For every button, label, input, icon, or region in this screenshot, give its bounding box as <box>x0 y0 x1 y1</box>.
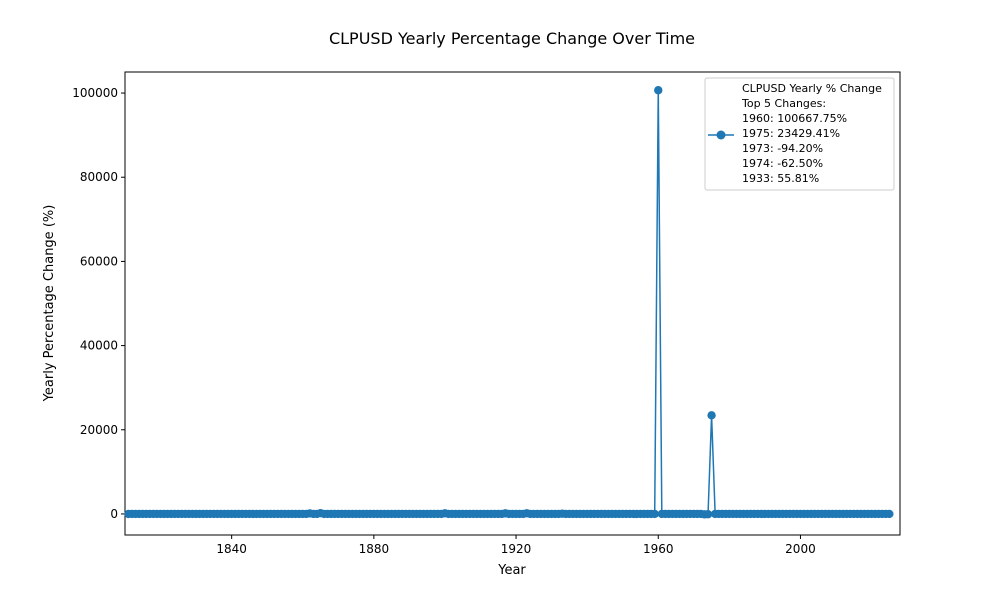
x-axis-label: Year <box>497 563 526 578</box>
y-tick-label: 80000 <box>80 170 118 184</box>
y-axis-label: Yearly Percentage Change (%) <box>42 205 57 403</box>
x-axis: 1840 1880 1920 1960 2000 <box>216 535 816 556</box>
data-point <box>885 509 894 519</box>
legend-box <box>704 77 895 191</box>
y-tick-label: 0 <box>110 507 118 521</box>
plot-area: 1840 1880 1920 1960 2000 0 20000 40000 60000 800… <box>72 71 901 556</box>
legend-line: 1973: -94.20% <box>742 142 823 155</box>
data-point <box>654 86 663 95</box>
y-tick-label: 40000 <box>80 339 118 353</box>
y-tick-label: 20000 <box>80 423 118 437</box>
x-tick-label: 2000 <box>785 542 816 556</box>
plot-frame <box>124 71 901 536</box>
y-tick-label: 60000 <box>80 254 118 268</box>
x-tick-label: 1920 <box>501 542 532 556</box>
y-axis: 0 20000 40000 60000 80000 100000 <box>72 86 125 521</box>
data-point <box>703 510 713 519</box>
legend-line: 1933: 55.81% <box>742 172 819 185</box>
legend: CLPUSD Yearly % Change Top 5 Changes: 19… <box>704 77 895 191</box>
data-point <box>707 411 716 420</box>
legend-line: 1974: -62.50% <box>742 157 823 170</box>
legend-title: CLPUSD Yearly % Change <box>742 82 882 95</box>
legend-marker-swatch <box>716 130 726 140</box>
data-point <box>650 509 659 519</box>
y-tick-label: 100000 <box>72 86 118 100</box>
legend-line: Top 5 Changes: <box>741 97 826 110</box>
legend-line: 1975: 23429.41% <box>742 127 840 140</box>
chart-title: CLPUSD Yearly Percentage Change Over Tim… <box>329 29 695 48</box>
series-line <box>124 86 894 519</box>
x-tick-label: 1840 <box>216 542 247 556</box>
x-tick-label: 1960 <box>643 542 674 556</box>
x-tick-label: 1880 <box>359 542 390 556</box>
legend-line: 1960: 100667.75% <box>742 112 847 125</box>
